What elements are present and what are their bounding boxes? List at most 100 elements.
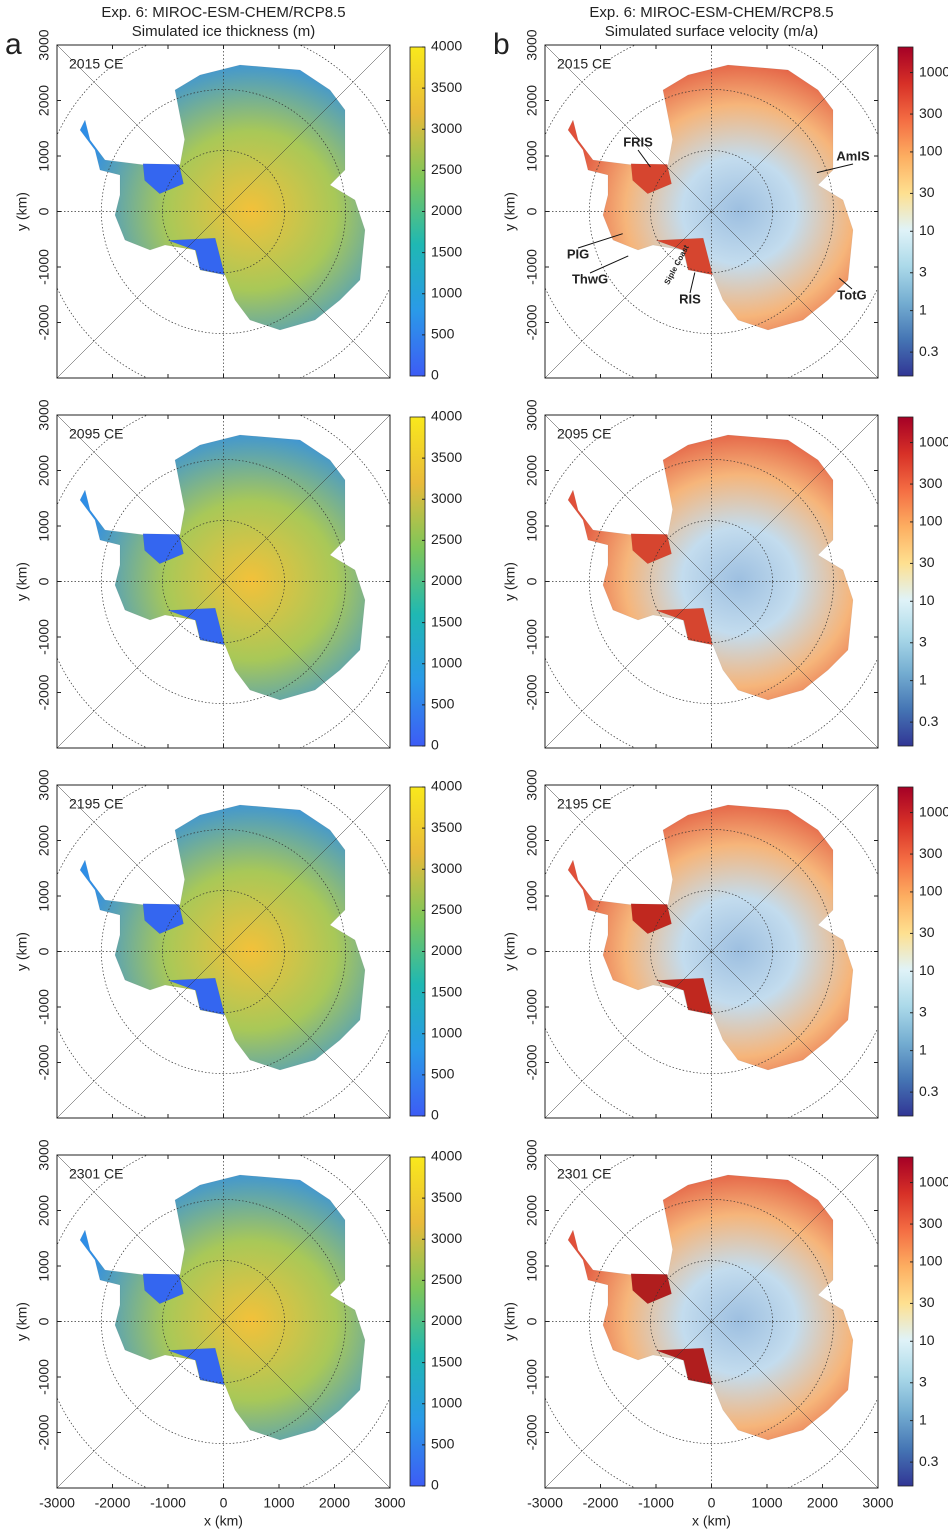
x-tick-label: -2000 (583, 1495, 619, 1511)
x-tick-label: 3000 (374, 1495, 405, 1511)
map-clip (528, 28, 894, 394)
y-tick-label: -2000 (36, 1414, 52, 1450)
y-tick-label: 2000 (524, 85, 540, 116)
annotation: ThwG (572, 271, 608, 286)
y-tick-label: -2000 (36, 674, 52, 710)
map-area (528, 768, 894, 1134)
colorbar-tick-label: 3000 (431, 1230, 462, 1246)
colorbar-tick-label: 3 (919, 1003, 927, 1019)
colorbar-tick-label: 0.3 (919, 713, 939, 729)
map-clip (40, 28, 406, 394)
colorbar-tick-label: 3000 (431, 120, 462, 136)
x-tick-label: 3000 (862, 1495, 893, 1511)
y-tick-label: 0 (524, 1317, 540, 1325)
panel-title: 2015 CE (69, 56, 123, 72)
map-clip (40, 398, 406, 764)
colorbar-tick-label: 100 (919, 1253, 943, 1269)
colorbar-tick-label: 3500 (431, 1189, 462, 1205)
y-axis-label: y (km) (502, 192, 518, 231)
colorbar-tick-label: 4000 (431, 38, 462, 54)
graticule-circle (589, 89, 833, 333)
colorbar-tick-label: 2500 (431, 1271, 462, 1287)
colorbar-tick-label: 3 (919, 263, 927, 279)
panel-title: 2195 CE (69, 796, 123, 812)
colorbar-tick-label: 30 (919, 554, 935, 570)
colorbar-tick-label: 1000 (431, 1394, 462, 1410)
y-tick-label: 2000 (36, 1195, 52, 1226)
colorbar-tick-label: 4000 (431, 1148, 462, 1164)
map-area (40, 28, 406, 394)
graticule-circle (589, 829, 833, 1073)
colorbar-tick-label: 300 (919, 1215, 943, 1231)
colorbar-tick-label: 0.3 (919, 1083, 939, 1099)
y-tick-label: 2000 (36, 455, 52, 486)
y-axis-label: y (km) (14, 192, 30, 231)
y-tick-label: 0 (36, 1317, 52, 1325)
colorbar-tick-label: 30 (919, 924, 935, 940)
y-tick-label: 3000 (36, 399, 52, 430)
y-tick-label: 2000 (524, 825, 540, 856)
y-tick-label: 3000 (524, 1139, 540, 1170)
x-tick-label: 0 (220, 1495, 228, 1511)
graticule-line (57, 45, 390, 378)
annotation: FRIS (623, 134, 653, 149)
y-axis-label: y (km) (502, 1302, 518, 1341)
colorbar-tick-label: 300 (919, 475, 943, 491)
y-axis-label: y (km) (14, 1302, 30, 1341)
annotation: TotG (837, 287, 866, 302)
annotation-arrow (577, 233, 623, 249)
map-area (528, 1138, 894, 1504)
x-tick-label: -2000 (95, 1495, 131, 1511)
y-tick-label: 3000 (36, 769, 52, 800)
y-tick-label: 1000 (36, 1250, 52, 1281)
colorbar-tick-label: 1 (919, 301, 927, 317)
colorbar-tick-label: 2000 (431, 1312, 462, 1328)
y-tick-label: 3000 (524, 29, 540, 60)
colorbar-tick-label: 1000 (431, 284, 462, 300)
column-subtitle: Simulated surface velocity (m/a) (605, 23, 818, 40)
graticule-line (545, 45, 878, 378)
colorbar-tick-label: 3500 (431, 449, 462, 465)
colorbar-tick-label: 3500 (431, 819, 462, 835)
colorbar-tick-label: 3 (919, 1373, 927, 1389)
colorbar-tick-label: 2000 (431, 202, 462, 218)
colorbar-tick-label: 30 (919, 1294, 935, 1310)
graticule-line (545, 1155, 878, 1488)
annotation-arrow (689, 272, 696, 294)
y-axis-label: y (km) (502, 562, 518, 601)
y-tick-label: 1000 (36, 510, 52, 541)
colorbar-tick-label: 2000 (431, 572, 462, 588)
panel-title: 2095 CE (69, 426, 123, 442)
graticule-line (545, 415, 878, 748)
x-axis-label: x (km) (204, 1513, 243, 1529)
y-tick-label: -1000 (524, 989, 540, 1025)
y-tick-label: 1000 (524, 1250, 540, 1281)
graticule-line (57, 415, 390, 748)
colorbar-tick-label: 1000 (919, 433, 948, 449)
y-tick-label: -1000 (524, 619, 540, 655)
y-tick-label: 2000 (524, 455, 540, 486)
colorbar-tick-label: 3500 (431, 79, 462, 95)
colorbar-tick-label: 1000 (919, 803, 948, 819)
x-tick-label: 1000 (263, 1495, 294, 1511)
y-tick-label: 1000 (36, 880, 52, 911)
y-tick-label: 3000 (36, 29, 52, 60)
annotation: AmIS (836, 148, 870, 163)
colorbar-tick-label: 10 (919, 1332, 935, 1348)
panel-title: 2095 CE (557, 426, 611, 442)
colorbar (897, 1156, 914, 1487)
x-tick-label: 2000 (807, 1495, 838, 1511)
colorbar-tick-label: 3000 (431, 490, 462, 506)
panel-title: 2301 CE (69, 1166, 123, 1182)
y-tick-label: 0 (524, 207, 540, 215)
panel-letter: b (493, 28, 510, 61)
x-tick-label: 0 (708, 1495, 716, 1511)
colorbar-tick-label: 1500 (431, 243, 462, 259)
y-tick-label: 2000 (524, 1195, 540, 1226)
colorbar-tick-label: 500 (431, 1066, 455, 1082)
colorbar-tick-label: 0 (431, 1107, 439, 1123)
colorbar-tick-label: 1000 (431, 1024, 462, 1040)
column-title: Exp. 6: MIROC-ESM-CHEM/RCP8.5 (589, 4, 833, 21)
y-tick-label: -2000 (36, 1044, 52, 1080)
y-tick-label: 3000 (36, 1139, 52, 1170)
